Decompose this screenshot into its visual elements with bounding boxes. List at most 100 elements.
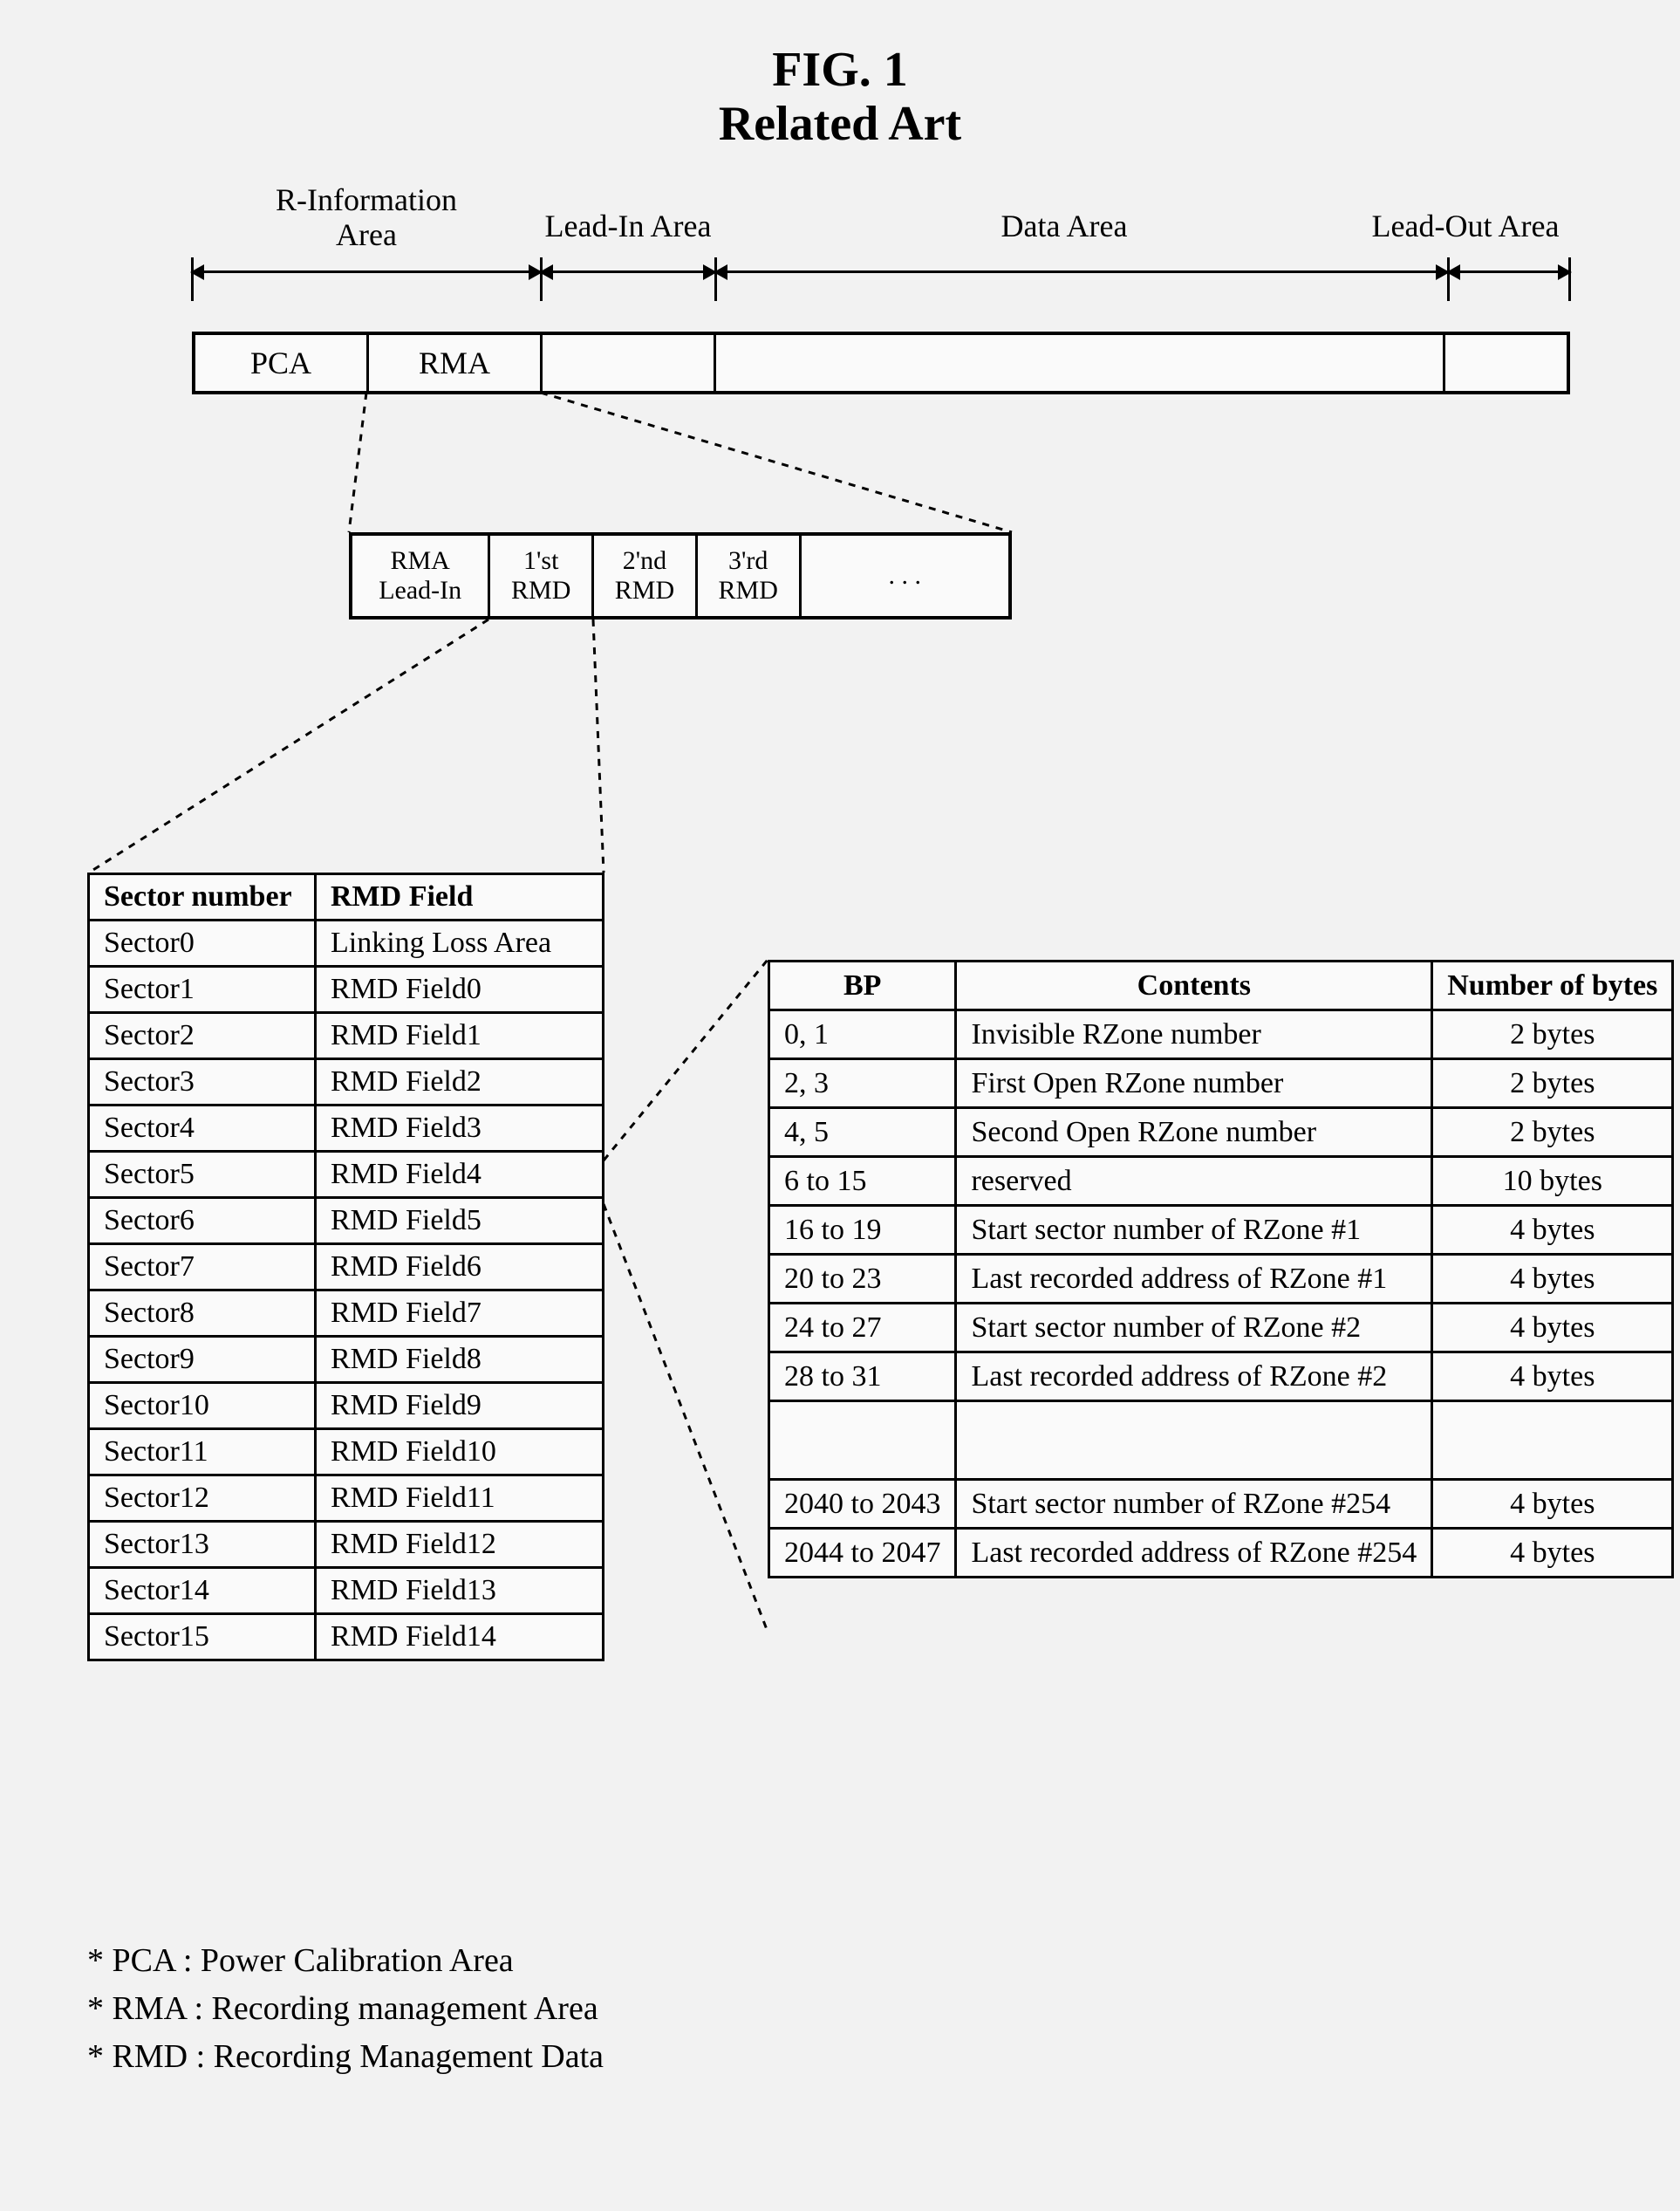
projection-2 bbox=[35, 619, 733, 890]
table-row: Sector7RMD Field6 bbox=[89, 1244, 604, 1290]
bp-bytes: 2 bytes bbox=[1432, 1108, 1673, 1157]
table-row: 2, 3First Open RZone number2 bytes bbox=[769, 1059, 1673, 1108]
bp-range: 20 to 23 bbox=[769, 1255, 956, 1304]
table-row: Sector0Linking Loss Area bbox=[89, 921, 604, 967]
footnote-pca: PCA : Power Calibration Area bbox=[87, 1937, 604, 1985]
sector-num: Sector10 bbox=[89, 1383, 316, 1429]
sector-h1: Sector number bbox=[89, 874, 316, 921]
bp-h3: Number of bytes bbox=[1432, 962, 1673, 1010]
sector-num: Sector5 bbox=[89, 1152, 316, 1198]
table-row: Sector2RMD Field1 bbox=[89, 1013, 604, 1059]
table-row: Sector5RMD Field4 bbox=[89, 1152, 604, 1198]
ellipsis-cell bbox=[1432, 1401, 1673, 1480]
sector-field: RMD Field10 bbox=[316, 1429, 604, 1475]
table-row: 2040 to 2043Start sector number of RZone… bbox=[769, 1480, 1673, 1529]
sector-field: RMD Field11 bbox=[316, 1475, 604, 1522]
sector-num: Sector2 bbox=[89, 1013, 316, 1059]
bp-contents: Invisible RZone number bbox=[956, 1010, 1432, 1059]
projection-1 bbox=[192, 393, 1064, 550]
bp-range: 2, 3 bbox=[769, 1059, 956, 1108]
top-label-row: R-Information Area Lead-In Area Data Are… bbox=[192, 209, 1570, 314]
table-row: 2044 to 2047Last recorded address of RZo… bbox=[769, 1529, 1673, 1578]
sector-num: Sector0 bbox=[89, 921, 316, 967]
bp-contents: Start sector number of RZone #254 bbox=[956, 1480, 1432, 1529]
bp-contents: Last recorded address of RZone #254 bbox=[956, 1529, 1432, 1578]
table-row: Sector12RMD Field11 bbox=[89, 1475, 604, 1522]
sector-field: RMD Field3 bbox=[316, 1106, 604, 1152]
bp-contents: First Open RZone number bbox=[956, 1059, 1432, 1108]
bp-range: 24 to 27 bbox=[769, 1304, 956, 1352]
rma-2nd: 2'nd RMD bbox=[594, 536, 698, 616]
footnote-rma: RMA : Recording management Area bbox=[87, 1985, 604, 2033]
label-leadin: Lead-In Area bbox=[515, 209, 741, 244]
sector-h2: RMD Field bbox=[316, 874, 604, 921]
bp-bytes: 4 bytes bbox=[1432, 1352, 1673, 1401]
ellipsis-row bbox=[769, 1401, 1673, 1480]
rma-strip: RMA Lead-In 1'st RMD 2'nd RMD 3'rd RMD .… bbox=[349, 532, 1012, 619]
bp-contents: Start sector number of RZone #1 bbox=[956, 1206, 1432, 1255]
sector-num: Sector9 bbox=[89, 1337, 316, 1383]
label-rinfo: R-Information Area bbox=[244, 183, 488, 252]
footnote-rmd: RMD : Recording Management Data bbox=[87, 2033, 604, 2081]
footnotes: PCA : Power Calibration Area RMA : Recor… bbox=[87, 1937, 604, 2081]
rma-dots: . . . bbox=[802, 536, 1008, 616]
table-row: Sector9RMD Field8 bbox=[89, 1337, 604, 1383]
bp-bytes: 4 bytes bbox=[1432, 1206, 1673, 1255]
bp-contents: Last recorded address of RZone #2 bbox=[956, 1352, 1432, 1401]
strip-leadin-blank bbox=[543, 335, 716, 391]
sector-field: RMD Field13 bbox=[316, 1568, 604, 1614]
table-row: Sector6RMD Field5 bbox=[89, 1198, 604, 1244]
tick-3 bbox=[1447, 257, 1450, 301]
arrow-leadout bbox=[1448, 270, 1570, 273]
bp-bytes: 4 bytes bbox=[1432, 1304, 1673, 1352]
disc-layout-strip: PCA RMA bbox=[192, 332, 1570, 394]
strip-rma: RMA bbox=[369, 335, 543, 391]
strip-data-blank bbox=[716, 335, 1445, 391]
strip-pca: PCA bbox=[195, 335, 369, 391]
table-row: Sector13RMD Field12 bbox=[89, 1522, 604, 1568]
sector-num: Sector12 bbox=[89, 1475, 316, 1522]
sector-num: Sector11 bbox=[89, 1429, 316, 1475]
bp-h1: BP bbox=[769, 962, 956, 1010]
tick-4 bbox=[1568, 257, 1571, 301]
arrow-rinfo bbox=[192, 270, 541, 273]
bp-bytes: 10 bytes bbox=[1432, 1157, 1673, 1206]
table-row: 4, 5Second Open RZone number2 bytes bbox=[769, 1108, 1673, 1157]
sector-field: RMD Field2 bbox=[316, 1059, 604, 1106]
table-row: Sector8RMD Field7 bbox=[89, 1290, 604, 1337]
table-row: 28 to 31Last recorded address of RZone #… bbox=[769, 1352, 1673, 1401]
bp-range: 2044 to 2047 bbox=[769, 1529, 956, 1578]
sector-field: RMD Field9 bbox=[316, 1383, 604, 1429]
bp-contents: Second Open RZone number bbox=[956, 1108, 1432, 1157]
bp-contents: Last recorded address of RZone #1 bbox=[956, 1255, 1432, 1304]
sector-num: Sector14 bbox=[89, 1568, 316, 1614]
bp-range: 0, 1 bbox=[769, 1010, 956, 1059]
sector-field: RMD Field6 bbox=[316, 1244, 604, 1290]
rma-leadin: RMA Lead-In bbox=[352, 536, 490, 616]
bp-bytes: 4 bytes bbox=[1432, 1529, 1673, 1578]
bp-range: 16 to 19 bbox=[769, 1206, 956, 1255]
table-row: 24 to 27Start sector number of RZone #24… bbox=[769, 1304, 1673, 1352]
sector-field: Linking Loss Area bbox=[316, 921, 604, 967]
rma-3rd: 3'rd RMD bbox=[698, 536, 802, 616]
figure-title: FIG. 1 Related Art bbox=[719, 44, 961, 151]
table-row: Sector1RMD Field0 bbox=[89, 967, 604, 1013]
sector-num: Sector3 bbox=[89, 1059, 316, 1106]
tick-1 bbox=[540, 257, 543, 301]
bp-h2: Contents bbox=[956, 962, 1432, 1010]
bp-contents: reserved bbox=[956, 1157, 1432, 1206]
table-row: Sector4RMD Field3 bbox=[89, 1106, 604, 1152]
sector-field: RMD Field1 bbox=[316, 1013, 604, 1059]
bp-table: BP Contents Number of bytes 0, 1Invisibl… bbox=[768, 960, 1674, 1578]
sector-field: RMD Field5 bbox=[316, 1198, 604, 1244]
rma-1st: 1'st RMD bbox=[490, 536, 594, 616]
sector-num: Sector1 bbox=[89, 967, 316, 1013]
arrow-leadin bbox=[541, 270, 715, 273]
table-row: 16 to 19Start sector number of RZone #14… bbox=[769, 1206, 1673, 1255]
label-data: Data Area bbox=[951, 209, 1178, 244]
sector-num: Sector6 bbox=[89, 1198, 316, 1244]
sector-num: Sector15 bbox=[89, 1614, 316, 1660]
sector-field: RMD Field12 bbox=[316, 1522, 604, 1568]
sector-table: Sector number RMD Field Sector0Linking L… bbox=[87, 873, 604, 1661]
arrow-data bbox=[715, 270, 1448, 273]
